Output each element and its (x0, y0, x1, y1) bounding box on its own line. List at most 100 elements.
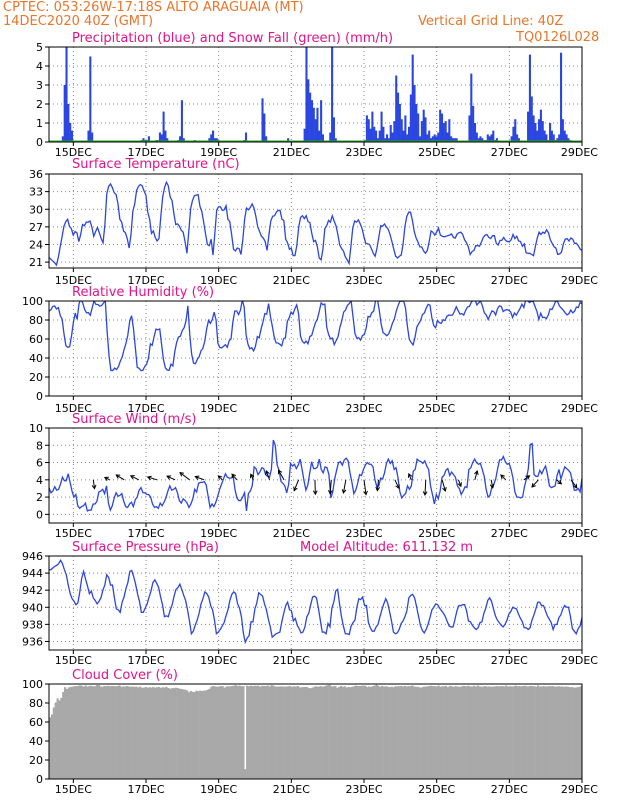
precip-bar (389, 124, 392, 142)
x-tick-label: 21DEC (273, 146, 310, 159)
cloud-bar (529, 685, 532, 779)
cloud-bar (338, 686, 341, 779)
precip-bar (539, 109, 542, 142)
precip-bar (332, 117, 335, 142)
precip-bar (549, 123, 552, 142)
cloud-bar (394, 686, 397, 779)
x-tick-label: 19DEC (200, 402, 237, 415)
cloud-bar (65, 689, 69, 779)
precip-bar (561, 119, 564, 142)
wind-arrowhead (166, 475, 172, 480)
cloud-bar (503, 686, 506, 780)
y-tick-label: 20 (29, 754, 43, 767)
precip-bar (67, 104, 70, 142)
cloud-bar (505, 685, 508, 779)
y-tick-label: 80 (29, 314, 43, 327)
cloud-bar (296, 686, 299, 780)
cloud-bar (170, 688, 174, 779)
precip-bar (263, 113, 266, 142)
x-tick-label: 15DEC (55, 402, 92, 415)
cloud-bar (418, 687, 421, 779)
precip-bar (373, 126, 376, 142)
x-tick-label: 25DEC (418, 146, 455, 159)
x-tick-label: 17DEC (127, 654, 164, 667)
cloud-bar (514, 685, 517, 780)
precip-bar (543, 130, 546, 142)
precip-bar (404, 115, 407, 142)
x-tick-label: 25DEC (418, 783, 455, 796)
wind-arrowhead (572, 483, 578, 489)
cloud-bar (533, 686, 536, 779)
cloud-bar (368, 686, 371, 779)
precip-bar (316, 107, 319, 142)
y-tick-label: 27 (29, 221, 43, 234)
wind-vector (376, 479, 380, 491)
cloud-bar (544, 686, 547, 779)
wind-vector (147, 476, 158, 481)
cloud-bar (362, 685, 365, 779)
cloud-bar (332, 686, 335, 780)
cloud-bar (330, 686, 333, 779)
cloud-bar (358, 686, 361, 780)
precip-bar (545, 134, 548, 142)
cloud-bar (568, 687, 572, 779)
cloud-bar (176, 687, 179, 779)
cloud-bar (495, 686, 498, 779)
cloud-bar (465, 686, 468, 779)
precip-bar (321, 134, 324, 142)
cloud-bar (435, 686, 438, 779)
precip-bar (69, 123, 72, 142)
cloud-bar (189, 691, 192, 779)
precip-bar (307, 79, 310, 142)
cloud-bar (204, 690, 207, 779)
cloud-bar (480, 686, 483, 779)
cloud-bar (172, 688, 176, 780)
precip-bar (320, 100, 323, 142)
y-tick-label: 0 (36, 390, 43, 403)
precip-bar (431, 136, 434, 142)
cloud-bar (133, 686, 136, 779)
wind-vector (424, 479, 427, 496)
cloud-bar (570, 687, 573, 779)
wind-vector (92, 479, 96, 489)
cloud-bar (428, 686, 431, 779)
precip-bar (63, 85, 66, 142)
precip-bar (244, 132, 248, 142)
header-run-code: TQ0126L028 (516, 30, 600, 45)
precip-bar (565, 134, 568, 142)
wind-arrowhead (500, 474, 505, 479)
y-tick-label: 936 (22, 635, 43, 648)
cloud-bar (227, 686, 230, 779)
cloud-bar (441, 686, 444, 779)
cloud-bar (274, 686, 277, 779)
precip-bar (89, 56, 92, 142)
panel-frame (48, 46, 583, 143)
cloud-bar (334, 686, 337, 780)
cloud-bar (112, 686, 115, 779)
precip-bar (563, 130, 566, 142)
wind-vector (458, 479, 462, 487)
cloud-bar (559, 686, 562, 780)
cloud-bar (302, 687, 305, 779)
precip-bar (182, 138, 185, 142)
y-tick-label: 8 (36, 439, 43, 452)
cloud-bar (212, 686, 215, 780)
x-tick-label: 21DEC (273, 274, 310, 287)
y-tick-label: 30 (29, 203, 43, 216)
cloud-bar (88, 685, 91, 779)
y-tick-label: 938 (22, 618, 43, 631)
cloud-bar (242, 686, 245, 779)
x-tick-label: 15DEC (55, 783, 92, 796)
precip-bar (530, 96, 533, 142)
cloud-bar (407, 686, 410, 779)
cloud-bar (139, 686, 142, 780)
cloud-bar (377, 685, 380, 779)
cloud-bar (287, 686, 290, 779)
x-tick-label: 15DEC (55, 527, 92, 540)
wind-vector (195, 476, 205, 481)
panel-frame (48, 300, 583, 397)
cloud-bar (574, 687, 577, 779)
precip-bar (179, 136, 182, 142)
cloud-bar (523, 685, 526, 779)
cloud-bar (249, 685, 252, 780)
